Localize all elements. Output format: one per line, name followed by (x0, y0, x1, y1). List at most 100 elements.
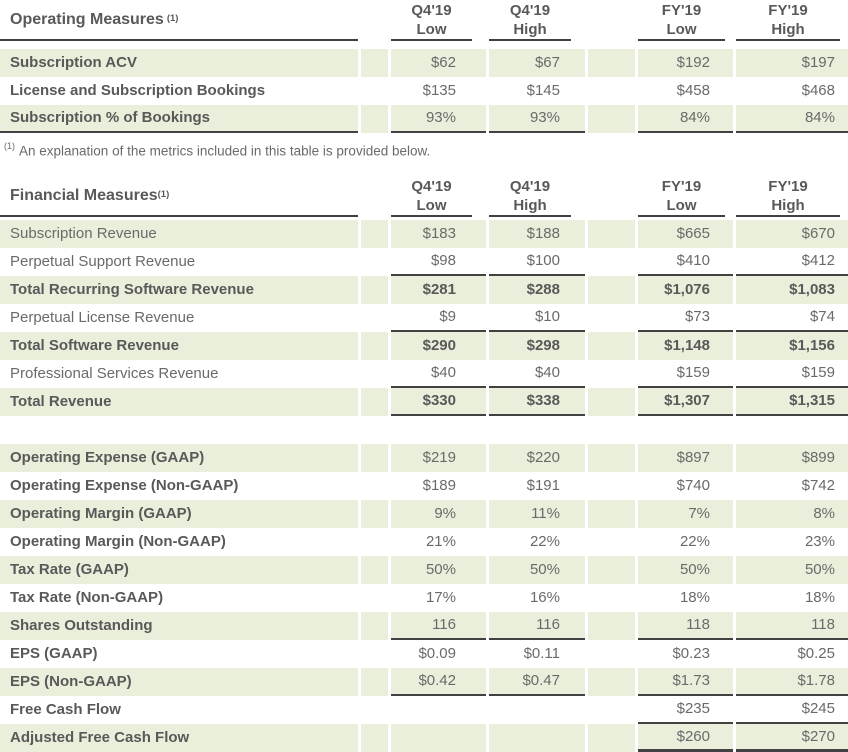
row-label: Total Software Revenue (0, 332, 358, 360)
cell-q4-high (489, 724, 585, 752)
cell-q4-low: $330 (391, 388, 486, 416)
cell-q4-high: $298 (489, 332, 585, 360)
cell-q4-high: $100 (489, 248, 585, 276)
cell-fy-low: $410 (638, 248, 733, 276)
cell-fy-high: $1,156 (736, 332, 848, 360)
cell-fy-high: $412 (736, 248, 848, 276)
spacer (588, 696, 635, 724)
spacer (588, 276, 635, 304)
spacer (361, 584, 388, 612)
financial-measures-table: Financial Measures (1) Q4'19 Low Q4'19 High… (0, 176, 848, 752)
cell-q4-high: 50% (489, 556, 585, 584)
spacer (588, 176, 635, 217)
cell-q4-high (489, 696, 585, 724)
table-row: Operating Margin (GAAP) 9% 11% 7% 8% (0, 500, 848, 528)
cell-fy-low: $1,148 (638, 332, 733, 360)
table-row: Subscription ACV $62 $67 $192 $197 (0, 49, 848, 77)
cell-q4-high: 93% (489, 105, 585, 133)
spacer (361, 248, 388, 276)
cell-fy-low: $192 (638, 49, 733, 77)
cell-fy-low: $665 (638, 220, 733, 248)
cell-fy-high: $468 (801, 82, 835, 99)
spacer (361, 77, 388, 105)
spacer (588, 584, 635, 612)
spacer (361, 276, 388, 304)
column-header-q4-high: Q4'19 High (489, 0, 571, 41)
cell-fy-high: 23% (804, 533, 835, 550)
spacer (588, 332, 635, 360)
cell-fy-low: $159 (638, 360, 733, 388)
column-header-fy-high: FY'19 High (736, 176, 840, 217)
cell-q4-high: $40 (489, 360, 585, 388)
blank-spacer-row (0, 416, 848, 444)
column-header-fy-low: FY'19 Low (638, 0, 725, 41)
spacer (588, 360, 635, 388)
cell-fy-low: $1,307 (638, 388, 733, 416)
cell-fy-low: 18% (679, 589, 710, 606)
operating-measures-header-row: Operating Measures (1) Q4'19 Low Q4'19 High… (0, 0, 848, 41)
table-title-text: Operating Measures (10, 10, 164, 28)
cell-q4-high: $220 (489, 444, 585, 472)
spacer (588, 472, 635, 500)
table-row: Operating Expense (GAAP) $219 $220 $897 … (0, 444, 848, 472)
cell-q4-high: 22% (529, 533, 560, 550)
cell-q4-high: $10 (489, 304, 585, 332)
row-label: Subscription ACV (0, 49, 358, 77)
cell-fy-high: $742 (801, 477, 835, 494)
spacer (361, 556, 388, 584)
spacer (588, 556, 635, 584)
spacer (588, 0, 635, 41)
row-label: Shares Outstanding (0, 612, 358, 640)
table-row: EPS (GAAP) $0.09 $0.11 $0.23 $0.25 (0, 640, 848, 668)
spacer (588, 304, 635, 332)
row-label: Subscription % of Bookings (0, 105, 358, 133)
table-row: EPS (Non-GAAP) $0.42 $0.47 $1.73 $1.78 (0, 668, 848, 696)
table-row: Professional Services Revenue $40 $40 $1… (0, 360, 848, 388)
cell-fy-high: 118 (736, 612, 848, 640)
spacer (361, 332, 388, 360)
cell-fy-high: 18% (804, 589, 835, 606)
cell-q4-low: $0.09 (418, 645, 456, 662)
row-label: License and Subscription Bookings (10, 82, 266, 99)
spacer (361, 528, 388, 556)
row-label: Subscription Revenue (0, 220, 358, 248)
spacer (588, 248, 635, 276)
table-row: Total Recurring Software Revenue $281 $2… (0, 276, 848, 304)
table-title-text: Financial Measures (10, 186, 158, 204)
row-label: Professional Services Revenue (10, 365, 219, 382)
cell-fy-low: 84% (638, 105, 733, 133)
spacer (361, 724, 388, 752)
spacer (588, 724, 635, 752)
cell-fy-low: $1.73 (638, 668, 733, 696)
column-header-q4-high: Q4'19 High (489, 176, 571, 217)
cell-fy-low: $235 (638, 696, 733, 724)
cell-fy-low: $740 (676, 477, 710, 494)
cell-q4-high: $145 (526, 82, 560, 99)
cell-fy-high: 84% (736, 105, 848, 133)
row-label: Free Cash Flow (10, 701, 121, 718)
footnote-marker: (1) (4, 141, 15, 151)
cell-fy-low: 118 (638, 612, 733, 640)
cell-q4-low: $281 (391, 276, 486, 304)
spacer (361, 49, 388, 77)
cell-q4-low: $40 (391, 360, 486, 388)
table-row: Subscription Revenue $183 $188 $665 $670 (0, 220, 848, 248)
spacer (361, 612, 388, 640)
row-label: Perpetual Support Revenue (10, 253, 196, 270)
spacer (588, 220, 635, 248)
cell-fy-high: $270 (736, 724, 848, 752)
spacer (361, 220, 388, 248)
spacer (588, 668, 635, 696)
financial-measures-header-row: Financial Measures (1) Q4'19 Low Q4'19 High… (0, 176, 848, 217)
spacer (588, 105, 635, 133)
cell-fy-high: $74 (736, 304, 848, 332)
cell-q4-high: $0.47 (489, 668, 585, 696)
spacer (361, 304, 388, 332)
cell-q4-low: 21% (425, 533, 456, 550)
spacer (588, 500, 635, 528)
table-row: License and Subscription Bookings $135 $… (0, 77, 848, 105)
spacer (361, 176, 388, 217)
cell-fy-low: 22% (679, 533, 710, 550)
spacer (361, 668, 388, 696)
cell-q4-high: $67 (489, 49, 585, 77)
